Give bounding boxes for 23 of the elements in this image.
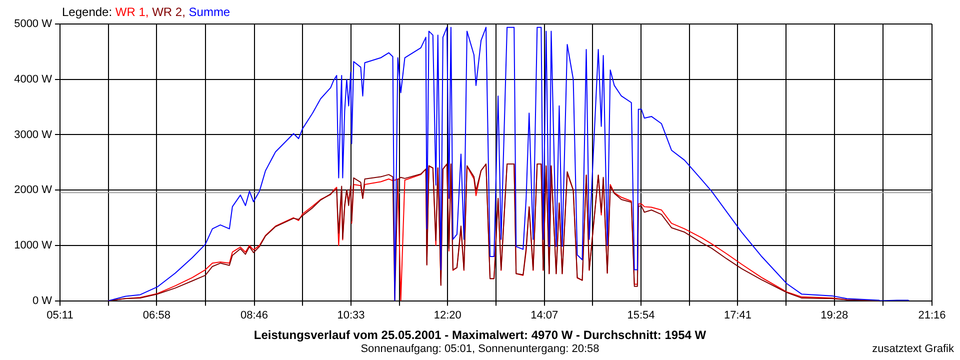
text: Sonnenaufgang: 05:01, Sonnenuntergang: 20:58 <box>360 343 600 355</box>
x-tick-label: 05:11 <box>46 309 74 322</box>
text: Leistungsverlauf vom 25.05.2001 - Maximalwert: 4970 W - Durchschnitt: 1954 W <box>252 328 708 342</box>
y-tick-label: 5000 W <box>14 18 53 30</box>
x-tick-label: 19:28 <box>820 309 848 322</box>
x-tick-label: 10:33 <box>337 309 365 322</box>
legend-title: Legende: <box>62 5 114 19</box>
text: zusatztext Grafik <box>872 343 954 355</box>
y-tick-label: 3000 W <box>14 128 53 141</box>
x-tick-label: 12:20 <box>434 309 462 322</box>
x-tick-label: 17:41 <box>724 309 752 322</box>
x-tick-label: 06:58 <box>142 309 170 322</box>
text: WR 2, <box>152 5 186 19</box>
text: Summe <box>188 5 230 19</box>
y-tick-label: 1000 W <box>14 239 53 252</box>
text: WR 1, <box>115 5 149 19</box>
y-tick-label: 0 W <box>32 294 53 307</box>
x-tick-label: 08:46 <box>240 309 268 322</box>
x-tick-label: 15:54 <box>627 309 655 322</box>
x-tick-label: 21:16 <box>918 309 946 322</box>
x-tick-label: 14:07 <box>530 309 558 322</box>
y-tick-label: 2000 W <box>14 184 53 196</box>
y-tick-label: 4000 W <box>14 73 53 86</box>
